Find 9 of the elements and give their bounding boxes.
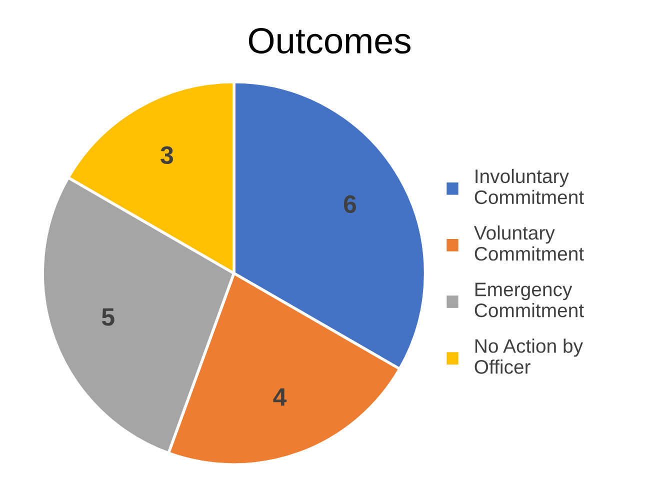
data-label: 6: [344, 195, 356, 214]
legend-label: Involuntary Commitment: [474, 168, 584, 204]
chart-title: Outcomes: [248, 28, 410, 54]
legend-label: No Action by Officer: [474, 338, 583, 374]
data-label: 5: [102, 308, 114, 326]
data-label: 4: [273, 388, 287, 406]
legend-label: Voluntary Commitment: [474, 225, 584, 261]
legend-label: Emergency Commitment: [474, 282, 584, 318]
data-label: 3: [160, 146, 174, 164]
